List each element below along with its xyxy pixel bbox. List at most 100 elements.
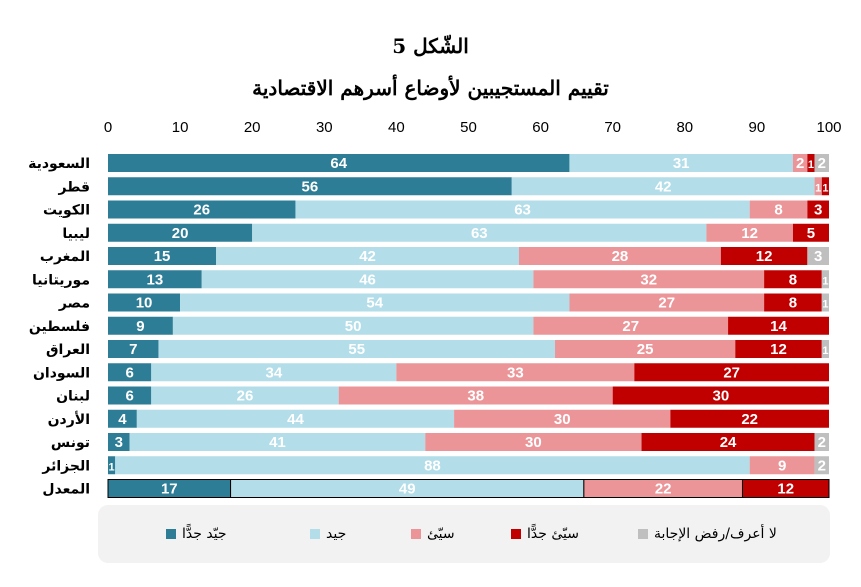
bar-segment <box>136 409 455 428</box>
bar-segment <box>807 200 829 219</box>
data-label: 12 <box>756 248 773 265</box>
data-label: 42 <box>655 178 672 195</box>
data-label: 8 <box>789 295 797 312</box>
category-label: لبنان <box>56 389 90 405</box>
data-label: 32 <box>640 271 657 288</box>
data-label: 50 <box>345 318 362 335</box>
bar-segment <box>821 293 829 312</box>
data-label: 27 <box>723 364 740 381</box>
bar-segment <box>108 200 296 219</box>
category-label: السعودية <box>28 156 90 172</box>
x-tick-label: 70 <box>604 119 621 136</box>
bar-segment <box>338 386 613 405</box>
data-label: 3 <box>814 202 822 219</box>
x-tick-label: 20 <box>244 119 261 136</box>
bar-segment <box>569 154 793 172</box>
category-label: فلسطين <box>29 319 90 335</box>
bar-segment <box>295 200 750 219</box>
bar-segment <box>108 340 159 358</box>
bar-segment <box>569 293 765 312</box>
bar-segment <box>641 433 815 451</box>
bar-segment <box>749 456 815 475</box>
data-label: 31 <box>673 155 690 172</box>
data-label: 12 <box>777 481 794 498</box>
data-label: 3 <box>115 434 123 451</box>
data-label: 1 <box>822 345 828 357</box>
bar-segment <box>108 270 202 289</box>
bar-segment <box>108 386 152 405</box>
bar-segment <box>518 247 721 265</box>
bar-segment <box>108 316 173 335</box>
data-label: 64 <box>330 155 347 172</box>
x-tick-label: 10 <box>172 119 189 136</box>
bar-segment <box>108 363 152 382</box>
data-label: 6 <box>125 364 133 381</box>
bar-segment <box>792 154 808 172</box>
data-label: 25 <box>637 341 654 358</box>
bar-segment <box>108 409 137 428</box>
bar-segment <box>821 340 829 358</box>
legend-item: لا أعرف/رفض الإجابة <box>638 524 777 544</box>
legend-swatch <box>511 529 521 539</box>
category-label: السودان <box>33 365 90 381</box>
legend-swatch <box>638 529 648 539</box>
bar-segment <box>216 247 519 265</box>
bar-segment <box>151 363 397 382</box>
legend-swatch <box>310 529 320 539</box>
data-label: 2 <box>818 434 826 451</box>
legend-label: جيد <box>326 526 347 542</box>
bar-segment <box>764 293 822 312</box>
bar-segment <box>720 247 808 265</box>
data-label: 22 <box>741 411 758 428</box>
bar-segment <box>728 316 829 335</box>
data-label: 41 <box>269 434 286 451</box>
data-label: 2 <box>796 155 804 172</box>
data-label: 42 <box>359 248 376 265</box>
data-label: 20 <box>172 225 189 242</box>
bar-segment <box>634 363 829 382</box>
bar-segment <box>612 386 829 405</box>
category-label: الأردن <box>48 411 90 428</box>
bar-segment <box>821 270 829 289</box>
data-label: 30 <box>713 388 730 405</box>
data-label: 1 <box>822 299 828 311</box>
data-label: 46 <box>359 271 376 288</box>
data-label: 7 <box>129 341 137 358</box>
bar-segment <box>425 433 642 451</box>
category-label: المغرب <box>40 249 90 265</box>
bar-segment <box>454 409 671 428</box>
bar-segment <box>741 479 830 498</box>
data-label: 2 <box>818 457 826 474</box>
data-label: 13 <box>147 271 164 288</box>
data-label: 26 <box>193 202 210 219</box>
data-label: 55 <box>348 341 365 358</box>
data-label: 8 <box>774 202 782 219</box>
data-label: 17 <box>161 481 178 498</box>
data-label: 15 <box>154 248 171 265</box>
data-label: 44 <box>287 411 304 428</box>
data-label: 3 <box>814 248 822 265</box>
data-label: 33 <box>507 364 524 381</box>
bar-segment <box>129 433 426 451</box>
data-label: 54 <box>366 295 383 312</box>
bar-segment <box>764 270 822 289</box>
category-label: الجزائر <box>41 458 90 474</box>
category-label: موريتانيا <box>32 272 90 288</box>
data-label: 63 <box>471 225 488 242</box>
data-label: 27 <box>658 295 675 312</box>
category-label: قطر <box>57 179 90 195</box>
bar-segment <box>555 340 736 358</box>
data-label: 10 <box>136 295 153 312</box>
data-label: 12 <box>770 341 787 358</box>
legend-item: جيد <box>310 524 346 544</box>
data-label: 28 <box>612 248 629 265</box>
data-label: 1 <box>822 275 828 287</box>
bar-segment <box>706 223 793 242</box>
data-label: 12 <box>741 225 758 242</box>
data-label: 63 <box>514 202 531 219</box>
bar-segment <box>151 386 339 405</box>
bar-segment <box>108 293 181 312</box>
x-tick-label: 90 <box>749 119 766 136</box>
bar-segment <box>201 270 534 289</box>
data-label: 1 <box>808 159 814 171</box>
